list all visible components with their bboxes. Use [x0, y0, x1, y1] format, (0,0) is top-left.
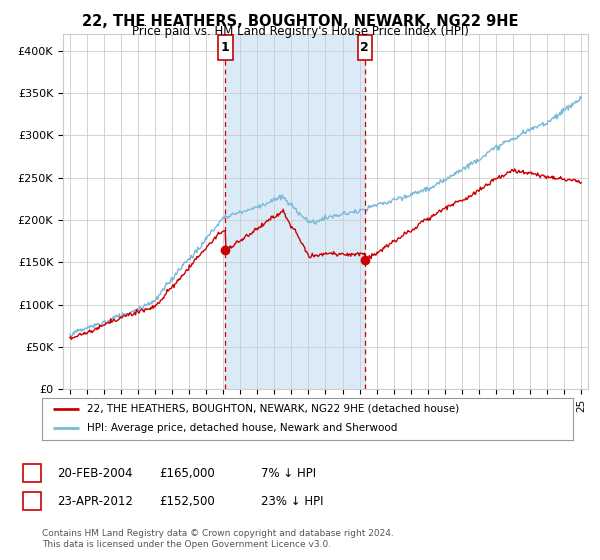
Text: 1: 1 — [221, 41, 230, 54]
Text: 23-APR-2012: 23-APR-2012 — [57, 494, 133, 508]
Text: Contains HM Land Registry data © Crown copyright and database right 2024.
This d: Contains HM Land Registry data © Crown c… — [42, 529, 394, 549]
Text: 2: 2 — [28, 494, 36, 508]
Bar — [225, 34, 365, 389]
Text: £165,000: £165,000 — [159, 466, 215, 480]
Text: 7% ↓ HPI: 7% ↓ HPI — [261, 466, 316, 480]
FancyBboxPatch shape — [358, 35, 372, 60]
Text: HPI: Average price, detached house, Newark and Sherwood: HPI: Average price, detached house, Newa… — [87, 423, 398, 433]
Text: 22, THE HEATHERS, BOUGHTON, NEWARK, NG22 9HE (detached house): 22, THE HEATHERS, BOUGHTON, NEWARK, NG22… — [87, 404, 460, 414]
Text: 20-FEB-2004: 20-FEB-2004 — [57, 466, 133, 480]
Text: £152,500: £152,500 — [159, 494, 215, 508]
Text: 2: 2 — [361, 41, 369, 54]
Text: 1: 1 — [28, 466, 36, 480]
Text: Price paid vs. HM Land Registry's House Price Index (HPI): Price paid vs. HM Land Registry's House … — [131, 25, 469, 38]
Text: 22, THE HEATHERS, BOUGHTON, NEWARK, NG22 9HE: 22, THE HEATHERS, BOUGHTON, NEWARK, NG22… — [82, 14, 518, 29]
Text: 23% ↓ HPI: 23% ↓ HPI — [261, 494, 323, 508]
FancyBboxPatch shape — [218, 35, 233, 60]
